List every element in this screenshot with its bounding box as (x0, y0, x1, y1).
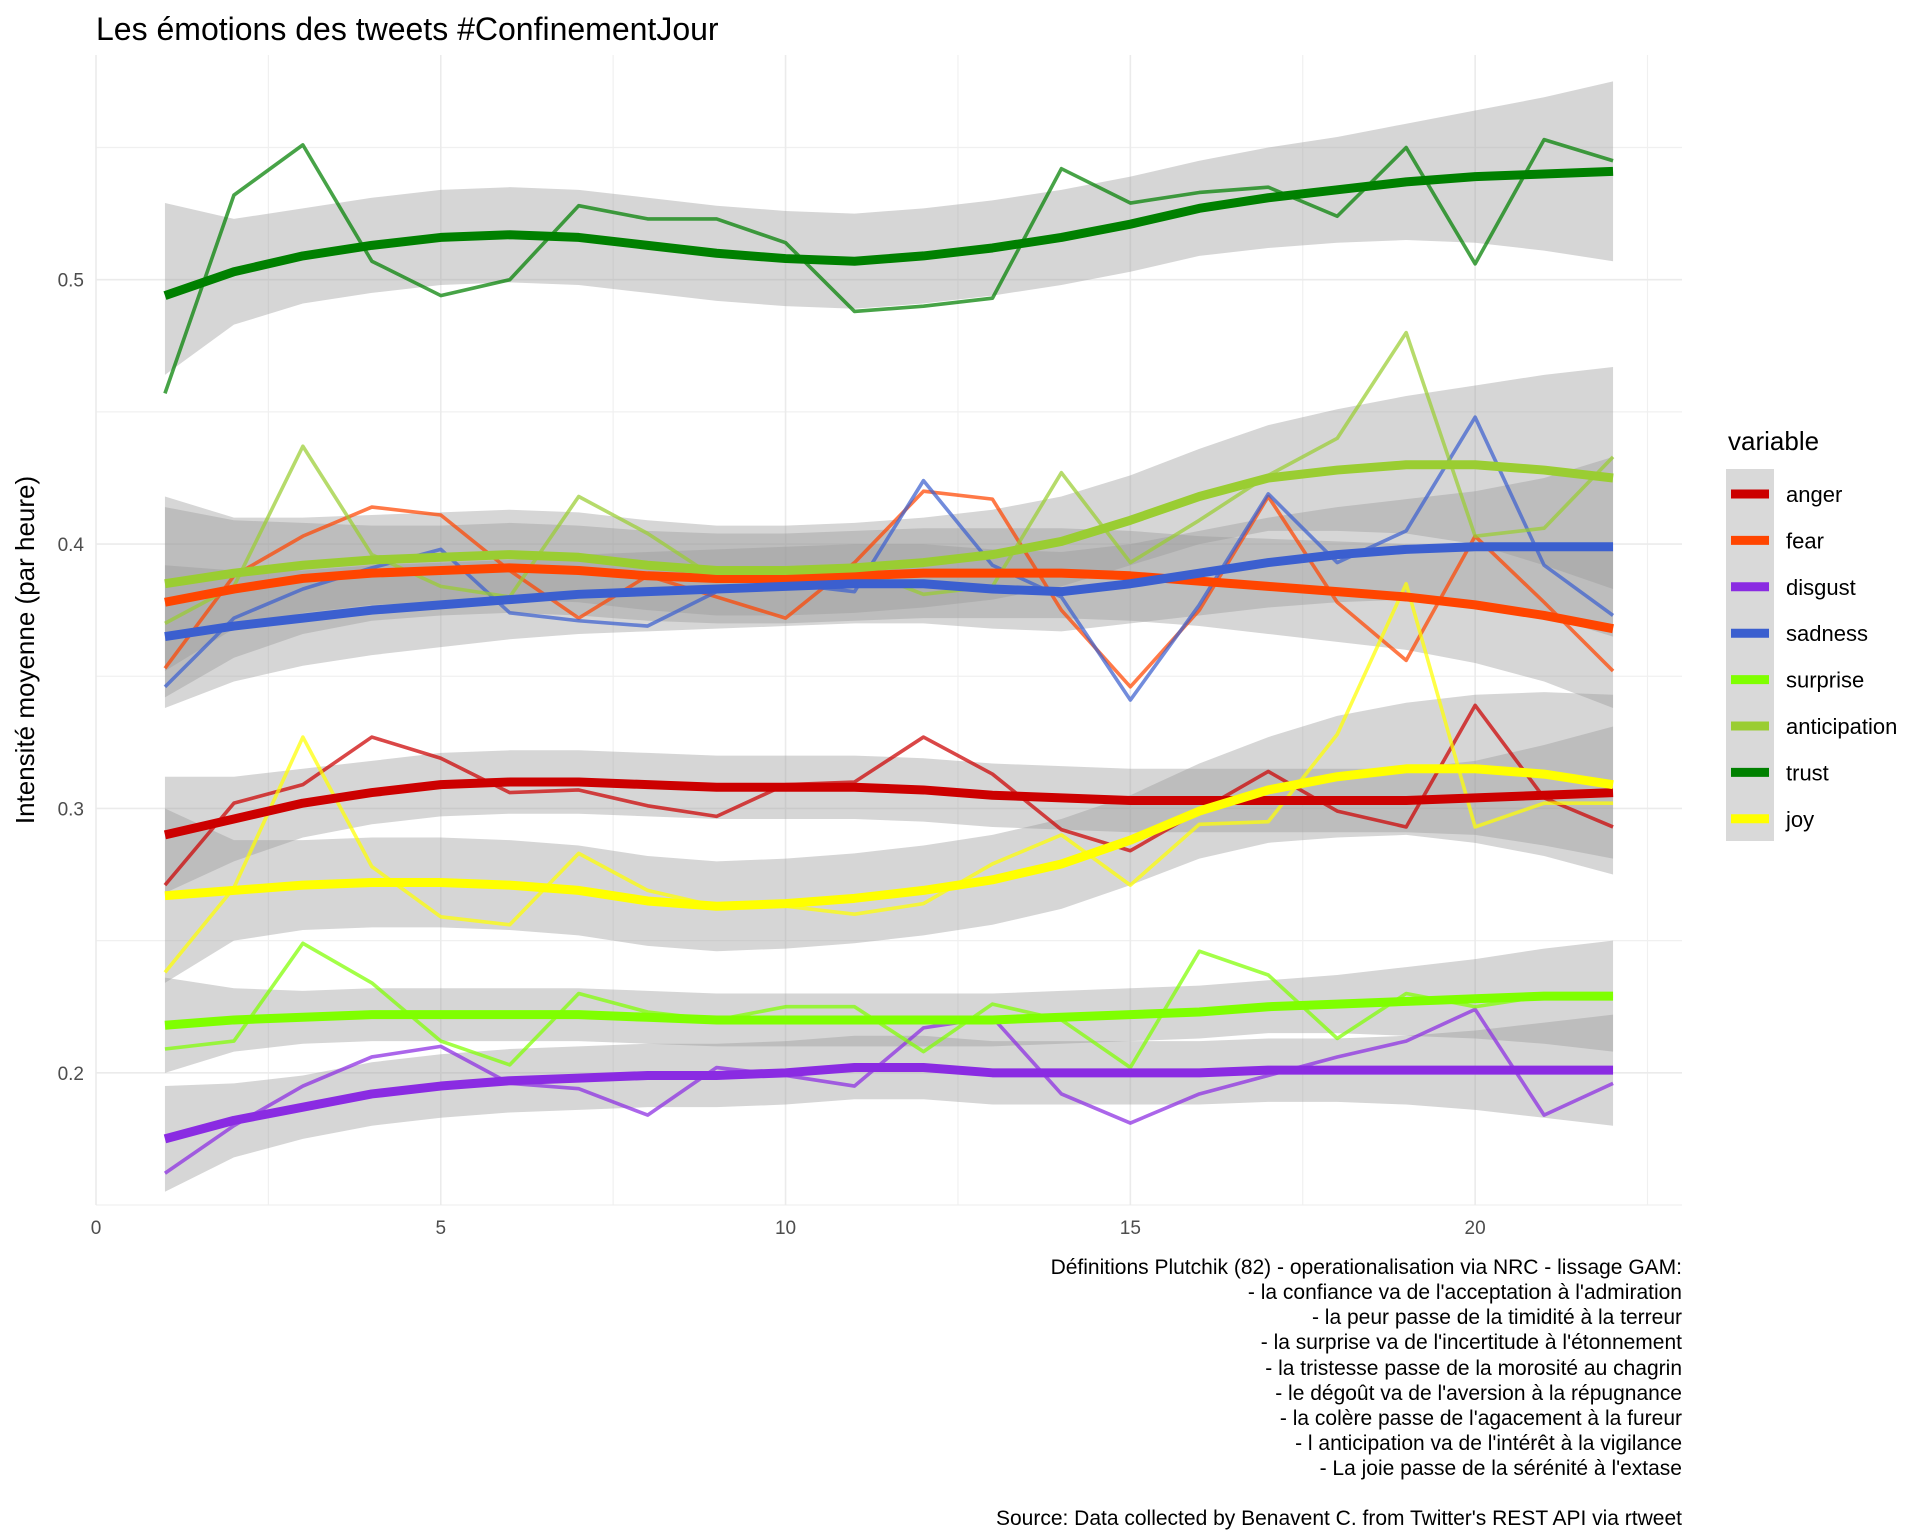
caption-line: - l anticipation va de l'intérêt à la vi… (1295, 1432, 1682, 1455)
caption-line: Définitions Plutchik (82) - operationali… (1051, 1256, 1682, 1279)
legend-label-trust: trust (1786, 760, 1829, 785)
caption-line: - la peur passe de la timidité à la terr… (1312, 1306, 1682, 1329)
chart-title: Les émotions des tweets #ConfinementJour (96, 11, 719, 47)
surprise-confidence-band (164, 940, 1614, 1073)
legend-label-joy: joy (1785, 807, 1814, 832)
caption: Définitions Plutchik (82) - operationali… (996, 1256, 1682, 1530)
source-note: Source: Data collected by Benavent C. fr… (996, 1507, 1682, 1530)
caption-line: - la confiance va de l'acceptation à l'a… (1248, 1281, 1682, 1304)
x-tick-label: 10 (775, 1218, 796, 1239)
x-tick-label: 5 (435, 1218, 446, 1239)
caption-line: - La joie passe de la sérénité à l'extas… (1320, 1457, 1682, 1480)
legend-label-surprise: surprise (1786, 668, 1864, 693)
caption-line: - la surprise va de l'incertitude à l'ét… (1261, 1331, 1682, 1354)
smoothed-series-lines (163, 166, 1614, 1144)
y-tick-label: 0.5 (58, 271, 84, 292)
legend: variable anger fear disgust sadness surprise… (1726, 426, 1897, 841)
trust-confidence-band (164, 81, 1614, 375)
x-axis-ticks: 0 5 10 15 20 (91, 1218, 1486, 1239)
y-tick-label: 0.3 (58, 799, 84, 820)
trust-smooth-line (163, 166, 1614, 300)
legend-key-background (1726, 469, 1774, 841)
x-tick-label: 20 (1465, 1218, 1486, 1239)
disgust-confidence-band (164, 1014, 1614, 1192)
sadness-smooth-line (164, 542, 1614, 642)
y-axis-ticks: 0.2 0.3 0.4 0.5 (58, 271, 85, 1085)
joy-smooth-line (164, 764, 1614, 911)
legend-label-fear: fear (1786, 528, 1824, 553)
legend-label-anger: anger (1786, 482, 1842, 507)
caption-line: - la tristesse passe de la morosité au c… (1265, 1357, 1682, 1380)
caption-line: - la colère passe de l'agacement à la fu… (1280, 1407, 1682, 1430)
anger-smooth-line (163, 777, 1614, 840)
legend-label-anticipation: anticipation (1786, 714, 1897, 739)
y-tick-label: 0.2 (58, 1064, 84, 1085)
disgust-smooth-line (163, 1063, 1614, 1144)
x-tick-label: 0 (91, 1218, 102, 1239)
anger-confidence-band (164, 726, 1614, 894)
joy-confidence-band (164, 692, 1614, 983)
joy-raw-line (163, 581, 1614, 974)
fear-raw-line (163, 489, 1615, 689)
y-axis-label: Intensité moyenne (par heure) (10, 476, 40, 824)
fear-smooth-line (164, 563, 1614, 634)
anger-raw-line (163, 703, 1614, 887)
x-tick-label: 15 (1120, 1218, 1141, 1239)
surprise-smooth-line (164, 991, 1614, 1030)
caption-line: - le dégoût va de l'aversion à la répugn… (1275, 1382, 1682, 1405)
legend-label-sadness: sadness (1786, 621, 1868, 646)
anticipation-smooth-line (164, 460, 1614, 589)
legend-label-disgust: disgust (1786, 575, 1856, 600)
legend-title: variable (1728, 426, 1819, 456)
disgust-raw-line (163, 1007, 1614, 1175)
y-tick-label: 0.4 (58, 535, 85, 556)
